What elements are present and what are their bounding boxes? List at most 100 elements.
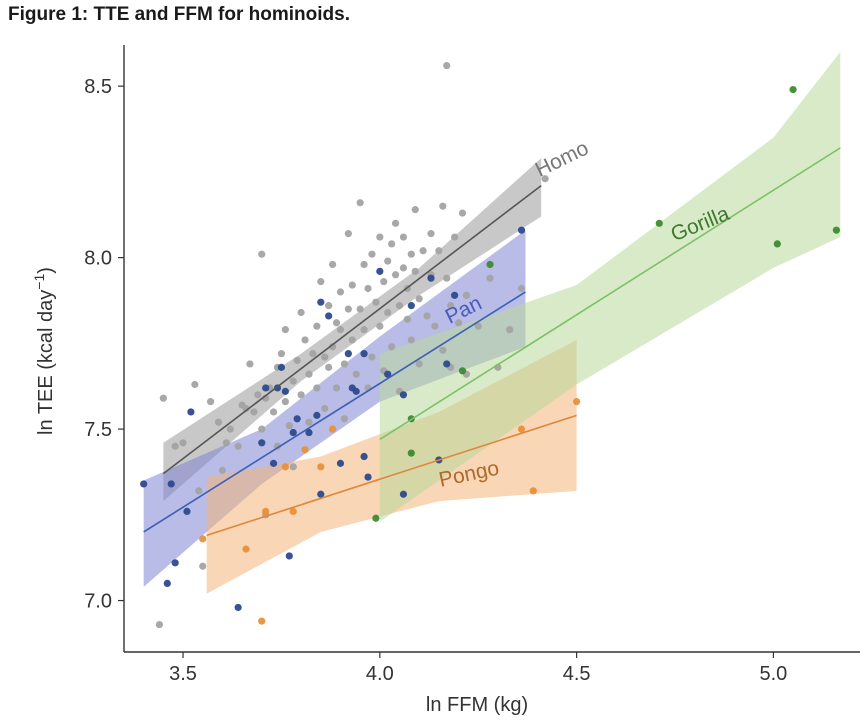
homo-point xyxy=(281,326,289,334)
homo-point xyxy=(226,425,234,433)
homo-point xyxy=(411,206,419,214)
homo-point xyxy=(285,422,293,430)
pan-point xyxy=(517,226,526,234)
fit-lines xyxy=(143,147,841,537)
gorilla-point xyxy=(407,449,415,457)
y-tick-label: 8.5 xyxy=(84,76,112,98)
figure-title: Figure 1: TTE and FFM for hominoids. xyxy=(8,4,350,25)
homo-point xyxy=(388,343,396,351)
homo-point xyxy=(195,487,203,495)
pongo-point xyxy=(262,507,270,515)
gorilla-confidence-band xyxy=(379,51,841,522)
homo-point xyxy=(305,418,313,426)
pongo-point xyxy=(529,487,537,495)
pan-point xyxy=(451,291,459,299)
homo-point xyxy=(325,302,333,310)
homo-point xyxy=(517,284,526,293)
homo-point xyxy=(415,360,423,368)
homo-point xyxy=(447,302,455,310)
homo-point xyxy=(451,233,459,241)
pan-point xyxy=(336,459,345,467)
gorilla-fit-line xyxy=(379,147,841,441)
homo-point xyxy=(336,326,345,334)
homo-point xyxy=(348,336,356,344)
y-tick-label: 7.0 xyxy=(84,591,112,613)
y-tick-label: 8.0 xyxy=(84,248,112,270)
homo-point xyxy=(297,308,305,317)
pan-point xyxy=(171,559,179,567)
homo-point xyxy=(336,288,345,296)
homo-point xyxy=(454,319,463,327)
homo-point xyxy=(297,391,305,399)
x-tick-label: 4.5 xyxy=(563,663,591,685)
gorilla-point xyxy=(486,260,494,269)
homo-point xyxy=(332,319,341,327)
pongo-point xyxy=(573,398,581,406)
homo-point xyxy=(360,260,368,269)
homo-point xyxy=(431,322,439,330)
gorilla-point xyxy=(789,85,797,94)
homo-point xyxy=(258,425,266,433)
homo-point xyxy=(364,284,372,293)
homo-point xyxy=(486,274,494,282)
homo-point xyxy=(214,418,223,426)
pongo-point xyxy=(258,617,266,625)
pan-point xyxy=(293,415,301,423)
gorilla-point xyxy=(655,219,663,227)
pan-point xyxy=(269,459,278,467)
homo-point xyxy=(399,233,408,241)
homo-point xyxy=(541,175,549,183)
pan-point xyxy=(289,428,297,437)
homo-point xyxy=(399,264,408,272)
homo-point xyxy=(423,312,431,320)
pan-point xyxy=(163,579,171,588)
homo-point xyxy=(380,278,388,286)
homo-point xyxy=(234,442,242,450)
pan-point xyxy=(167,480,175,488)
pan-point xyxy=(344,350,352,358)
homo-point xyxy=(419,247,427,255)
homo-point xyxy=(391,219,400,227)
pan-fit-line xyxy=(143,291,526,533)
homo-point xyxy=(289,377,297,385)
x-tick-label: 3.5 xyxy=(169,663,197,685)
homo-point xyxy=(258,250,266,258)
homo-point xyxy=(313,384,321,392)
pan-point xyxy=(399,490,408,498)
pan-point xyxy=(317,490,325,498)
pan-point xyxy=(305,428,313,437)
pan-point xyxy=(281,387,289,395)
homo-point xyxy=(391,271,400,279)
gorilla-point xyxy=(773,240,781,248)
homo-point xyxy=(171,442,179,450)
pongo-point xyxy=(317,463,325,471)
homo-point xyxy=(407,250,415,258)
pan-point xyxy=(376,267,384,275)
homo-point xyxy=(199,562,207,570)
homo-point xyxy=(313,322,321,330)
homo-point xyxy=(332,384,341,392)
homo-point xyxy=(250,408,258,416)
pan-point xyxy=(360,452,368,461)
homo-point xyxy=(435,247,443,255)
homo-point xyxy=(206,398,215,406)
homo-point xyxy=(474,322,482,330)
homo-point xyxy=(344,305,352,313)
pan-point xyxy=(262,384,270,392)
homo-point xyxy=(317,278,325,286)
homo-point xyxy=(159,394,167,402)
pan-point xyxy=(352,387,360,395)
y-axis-label-superscript: −1 xyxy=(31,274,47,290)
pan-point xyxy=(384,370,392,378)
homo-point xyxy=(356,305,364,313)
pan-point xyxy=(187,408,195,416)
homo-point xyxy=(439,346,447,354)
y-axis-label: ln TEE (kcal day−1) xyxy=(31,267,57,435)
homo-point xyxy=(321,353,329,361)
pan-point xyxy=(325,312,333,320)
homo-point xyxy=(246,360,254,368)
pan-point xyxy=(183,507,191,515)
pan-point xyxy=(443,360,451,368)
x-tick-label: 4.0 xyxy=(366,663,394,685)
